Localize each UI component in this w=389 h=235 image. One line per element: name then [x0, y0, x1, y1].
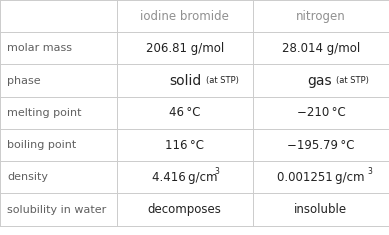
- Text: 28.014 g/mol: 28.014 g/mol: [282, 42, 360, 55]
- Text: insoluble: insoluble: [294, 203, 347, 216]
- Text: density: density: [7, 172, 48, 182]
- Text: boiling point: boiling point: [7, 140, 76, 150]
- Text: solubility in water: solubility in water: [7, 205, 106, 215]
- Text: 206.81 g/mol: 206.81 g/mol: [145, 42, 224, 55]
- Text: 4.416 g/cm: 4.416 g/cm: [152, 171, 217, 184]
- Text: 3: 3: [214, 167, 219, 176]
- Text: −210 °C: −210 °C: [296, 106, 345, 119]
- Text: iodine bromide: iodine bromide: [140, 10, 229, 23]
- Text: (at STP): (at STP): [206, 76, 239, 85]
- Text: 3: 3: [367, 167, 372, 176]
- Text: (at STP): (at STP): [336, 76, 370, 85]
- Text: 116 °C: 116 °C: [165, 139, 204, 152]
- Text: phase: phase: [7, 76, 40, 86]
- Text: nitrogen: nitrogen: [296, 10, 346, 23]
- Text: molar mass: molar mass: [7, 43, 72, 53]
- Text: decomposes: decomposes: [148, 203, 222, 216]
- Text: melting point: melting point: [7, 108, 82, 118]
- Text: gas: gas: [307, 74, 332, 88]
- Text: 0.001251 g/cm: 0.001251 g/cm: [277, 171, 364, 184]
- Text: 46 °C: 46 °C: [169, 106, 200, 119]
- Text: −195.79 °C: −195.79 °C: [287, 139, 355, 152]
- Text: solid: solid: [169, 74, 202, 88]
